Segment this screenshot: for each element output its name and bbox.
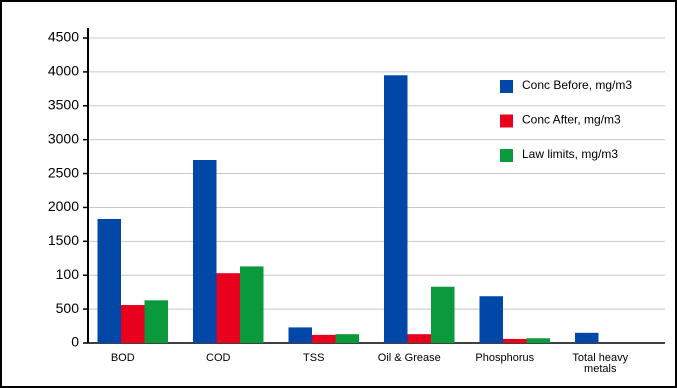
legend-label: Conc After, mg/m3 (522, 113, 621, 127)
bar (479, 296, 503, 343)
x-tick-label: Phosphorus (475, 352, 535, 364)
bar (431, 286, 455, 343)
legend-swatch (500, 114, 513, 128)
bar (503, 338, 527, 343)
x-tick-label: BOD (110, 352, 135, 364)
y-tick-label: 2000 (48, 198, 79, 214)
bar (312, 334, 336, 343)
bar (384, 75, 408, 344)
x-tick-label: COD (206, 352, 231, 364)
bar (575, 332, 599, 343)
bar (144, 300, 168, 343)
bar (193, 160, 217, 343)
y-tick-label: 1500 (48, 232, 79, 248)
bar (407, 334, 431, 343)
bar (216, 273, 240, 343)
y-tick-label: 500 (56, 300, 80, 316)
bar (288, 327, 312, 343)
legend-label: Law limits, mg/m3 (522, 147, 618, 161)
y-tick-label: 0 (71, 334, 79, 350)
x-tick-label: Oil & Grease (377, 352, 441, 364)
legend-label: Conc Before, mg/m3 (522, 78, 632, 92)
y-tick-label: 4500 (48, 29, 79, 45)
x-tick-label: TSS (303, 352, 325, 364)
bar (97, 218, 121, 343)
bar (526, 338, 550, 343)
legend-swatch (500, 80, 513, 93)
bar (240, 266, 264, 343)
y-tick-label: 3000 (48, 130, 79, 146)
y-tick-label: 4000 (48, 63, 79, 79)
y-tick-label: 100 (56, 266, 80, 282)
bar (335, 334, 359, 343)
y-tick-label: 3500 (48, 96, 79, 112)
legend-swatch (500, 149, 513, 162)
y-tick-label: 2500 (48, 164, 79, 180)
bar (121, 305, 145, 343)
x-tick-label: Total heavy metals (572, 352, 629, 375)
